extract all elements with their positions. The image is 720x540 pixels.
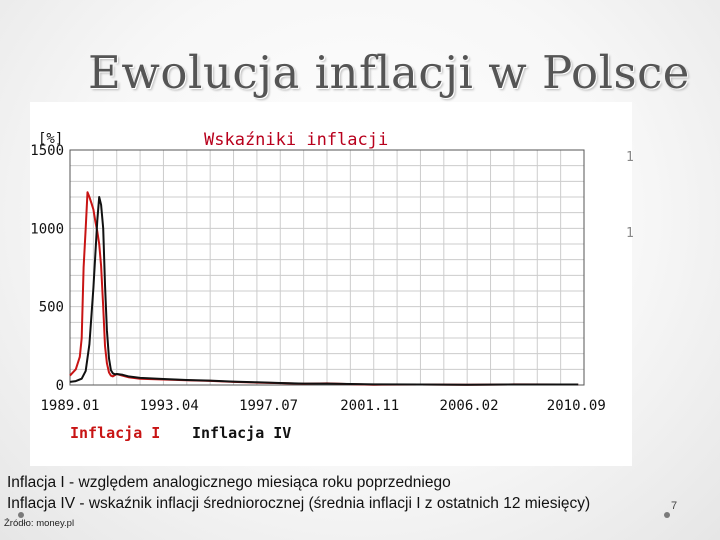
x-tick-label: 1989.01	[40, 398, 99, 414]
series-layer	[69, 191, 579, 386]
y-tick-label: 1000	[30, 221, 64, 237]
y-tick-label: 1500	[30, 143, 64, 159]
chart-panel: Wskaźniki inflacji [%] 0 500 1000 1500 1989…	[30, 102, 632, 466]
y-tick-label: 500	[39, 300, 64, 316]
page-number: 7	[671, 500, 678, 512]
plot-border	[69, 149, 585, 386]
y-tick-labels: 0 500 1000 1500	[30, 143, 64, 394]
caption-inflacja-i: Inflacja I - względem analogicznego mies…	[7, 474, 451, 491]
source-note: Źródło: money.pl	[4, 518, 75, 529]
y-tick-label: 0	[56, 378, 64, 394]
legend-label: Inflacja I	[70, 424, 160, 442]
x-tick-label: 1997.07	[239, 398, 298, 414]
inflation-chart: Wskaźniki inflacji [%] 0 500 1000 1500 1989…	[30, 130, 606, 442]
x-tick-label: 1993.04	[140, 398, 199, 414]
series-line-inflacja-iv	[69, 196, 579, 386]
x-tick-label: 2010.09	[547, 398, 606, 414]
x-tick-label: 2006.02	[440, 398, 499, 414]
decorative-dot	[664, 512, 670, 518]
bleed-glyph: 1	[626, 150, 634, 165]
chart-gridlines	[69, 149, 585, 386]
y-axis-unit-label: [%]	[38, 131, 63, 147]
x-tick-label: 2001.11	[340, 398, 399, 414]
caption-inflacja-iv: Inflacja IV - wskaźnik inflacji średnior…	[7, 495, 591, 512]
x-tick-labels: 1989.01 1993.04 1997.07 2001.11 2006.02 2010.…	[40, 398, 605, 414]
bleed-glyph: 1	[626, 226, 634, 241]
chart-legend: Inflacja I Inflacja IV	[70, 424, 291, 442]
legend-label: Inflacja IV	[192, 424, 291, 442]
chart-title: Wskaźniki inflacji	[204, 130, 388, 150]
series-line-inflacja-i	[69, 191, 579, 386]
decorative-dot	[18, 512, 24, 518]
slide-title: Ewolucja inflacji w Polsce	[88, 46, 690, 99]
plot-frame	[69, 149, 585, 386]
